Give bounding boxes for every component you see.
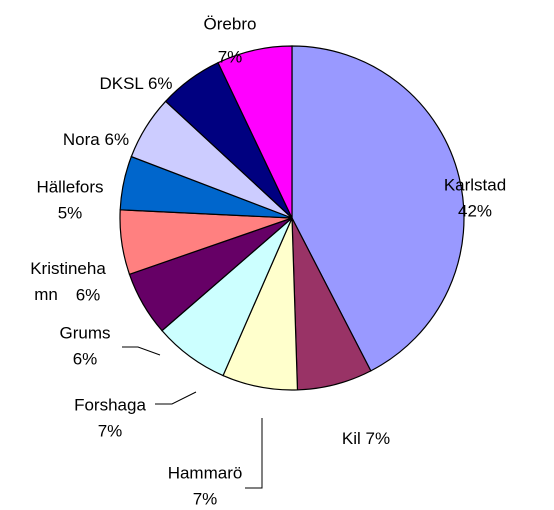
slice-value: 6%: [148, 74, 173, 93]
slice-label: Nora 6%: [63, 130, 129, 149]
slice-value: 7%: [98, 421, 123, 440]
slice-value: 6%: [105, 130, 130, 149]
slice-name: Örebro: [204, 14, 257, 33]
slice-value: 6%: [76, 285, 101, 304]
name-part: mn: [34, 285, 58, 304]
leader-line: [155, 391, 197, 405]
pie-slice: [217, 45, 293, 219]
slice-name: Karlstad: [444, 175, 506, 194]
slice-name: Hammarö: [168, 463, 243, 482]
slice-name: Hällefors: [36, 177, 103, 196]
slice-value: 7%: [218, 47, 243, 66]
slice-label: DKSL 6%: [99, 74, 172, 93]
slice-name: Kil: [342, 429, 361, 448]
slice-name: Kristineha mn: [30, 259, 106, 304]
name-part: Kristineha: [30, 259, 106, 278]
slice-value: 42%: [458, 201, 492, 220]
slice-value: 7%: [366, 429, 391, 448]
slice-label: Kil 7%: [342, 429, 390, 448]
pie-slice: [291, 45, 465, 372]
leader-line: [122, 346, 161, 356]
slice-name: DKSL: [99, 74, 143, 93]
leader-line: [245, 418, 263, 489]
slice-value: 7%: [193, 489, 218, 508]
slice-value: 6%: [73, 349, 98, 368]
slice-name: Nora: [63, 130, 100, 149]
slice-name: Forshaga: [74, 395, 146, 414]
slice-name: Grums: [60, 323, 111, 342]
slice-value: 5%: [58, 203, 83, 222]
